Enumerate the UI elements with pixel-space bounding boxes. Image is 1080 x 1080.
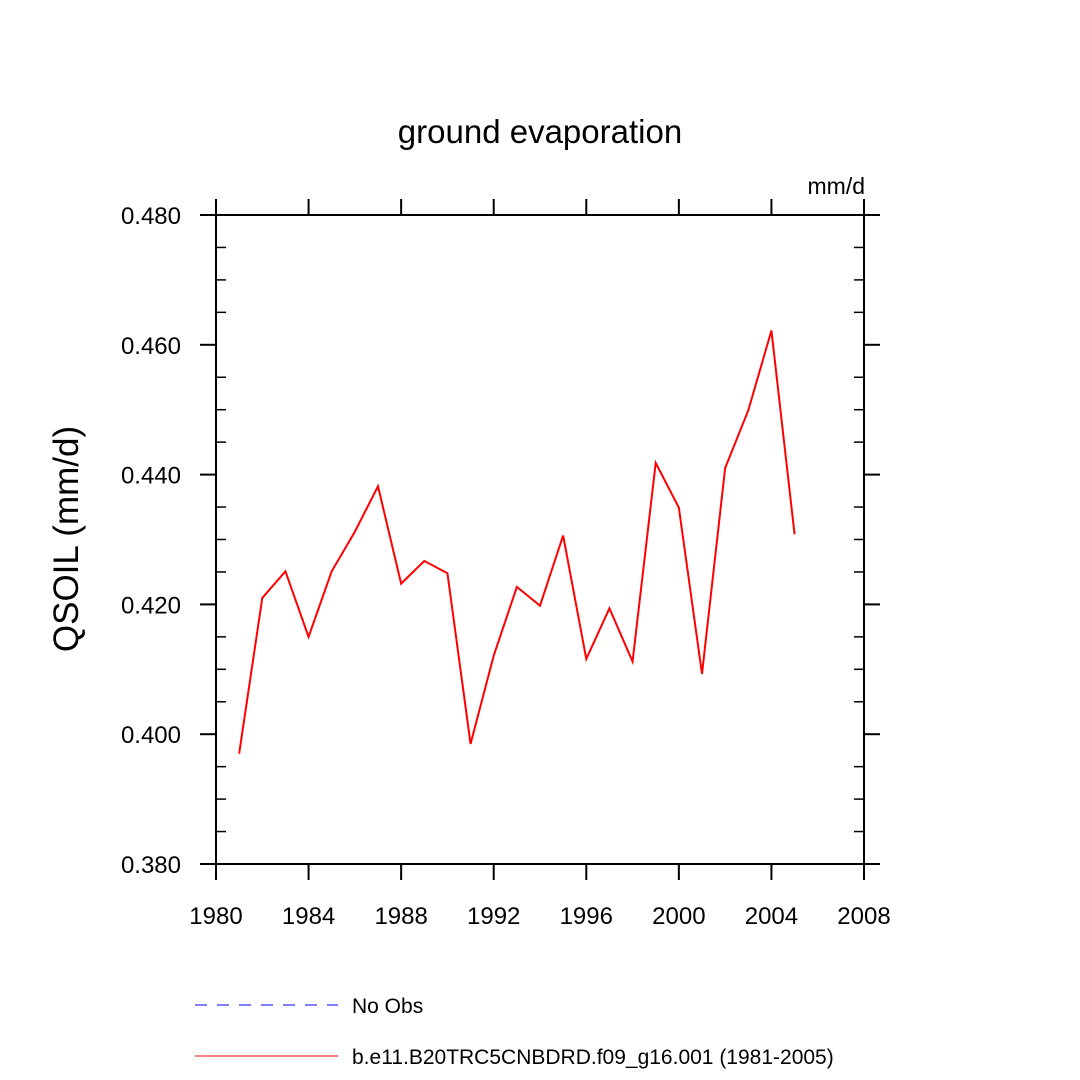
series-line-1 <box>238 330 796 754</box>
axis-tick-labels: 1980 1984 1988 1992 1996 2000 2004 2008 0.380 0.4… <box>121 203 891 930</box>
data-series <box>238 330 796 754</box>
x-tick-label: 2004 <box>745 903 798 930</box>
y-tick-label: 0.440 <box>121 463 181 490</box>
y-axis-label: QSOIL (mm/d) <box>47 426 86 652</box>
x-tick-label: 2000 <box>652 903 705 930</box>
y-tick-label: 0.400 <box>121 722 181 749</box>
units-label: mm/d <box>808 173 866 199</box>
x-tick-label: 1988 <box>374 903 427 930</box>
x-tick-label: 1992 <box>467 903 520 930</box>
x-tick-label: 2008 <box>837 903 890 930</box>
x-tick-label: 1980 <box>189 903 242 930</box>
x-tick-label: 1996 <box>560 903 613 930</box>
x-tick-label: 1984 <box>282 903 335 930</box>
y-tick-label: 0.380 <box>121 852 181 879</box>
chart-title: ground evaporation <box>398 113 682 150</box>
axis-ticks <box>200 199 880 880</box>
legend: No Obs b.e11.B20TRC5CNBDRD.f09_g16.001 (1… <box>195 995 834 1069</box>
y-tick-label: 0.420 <box>121 592 181 619</box>
y-tick-label: 0.460 <box>121 333 181 360</box>
plot-frame <box>215 214 865 865</box>
legend-label-1: b.e11.B20TRC5CNBDRD.f09_g16.001 (1981-20… <box>352 1046 834 1069</box>
legend-label-0: No Obs <box>352 995 423 1018</box>
y-tick-label: 0.480 <box>121 203 181 230</box>
